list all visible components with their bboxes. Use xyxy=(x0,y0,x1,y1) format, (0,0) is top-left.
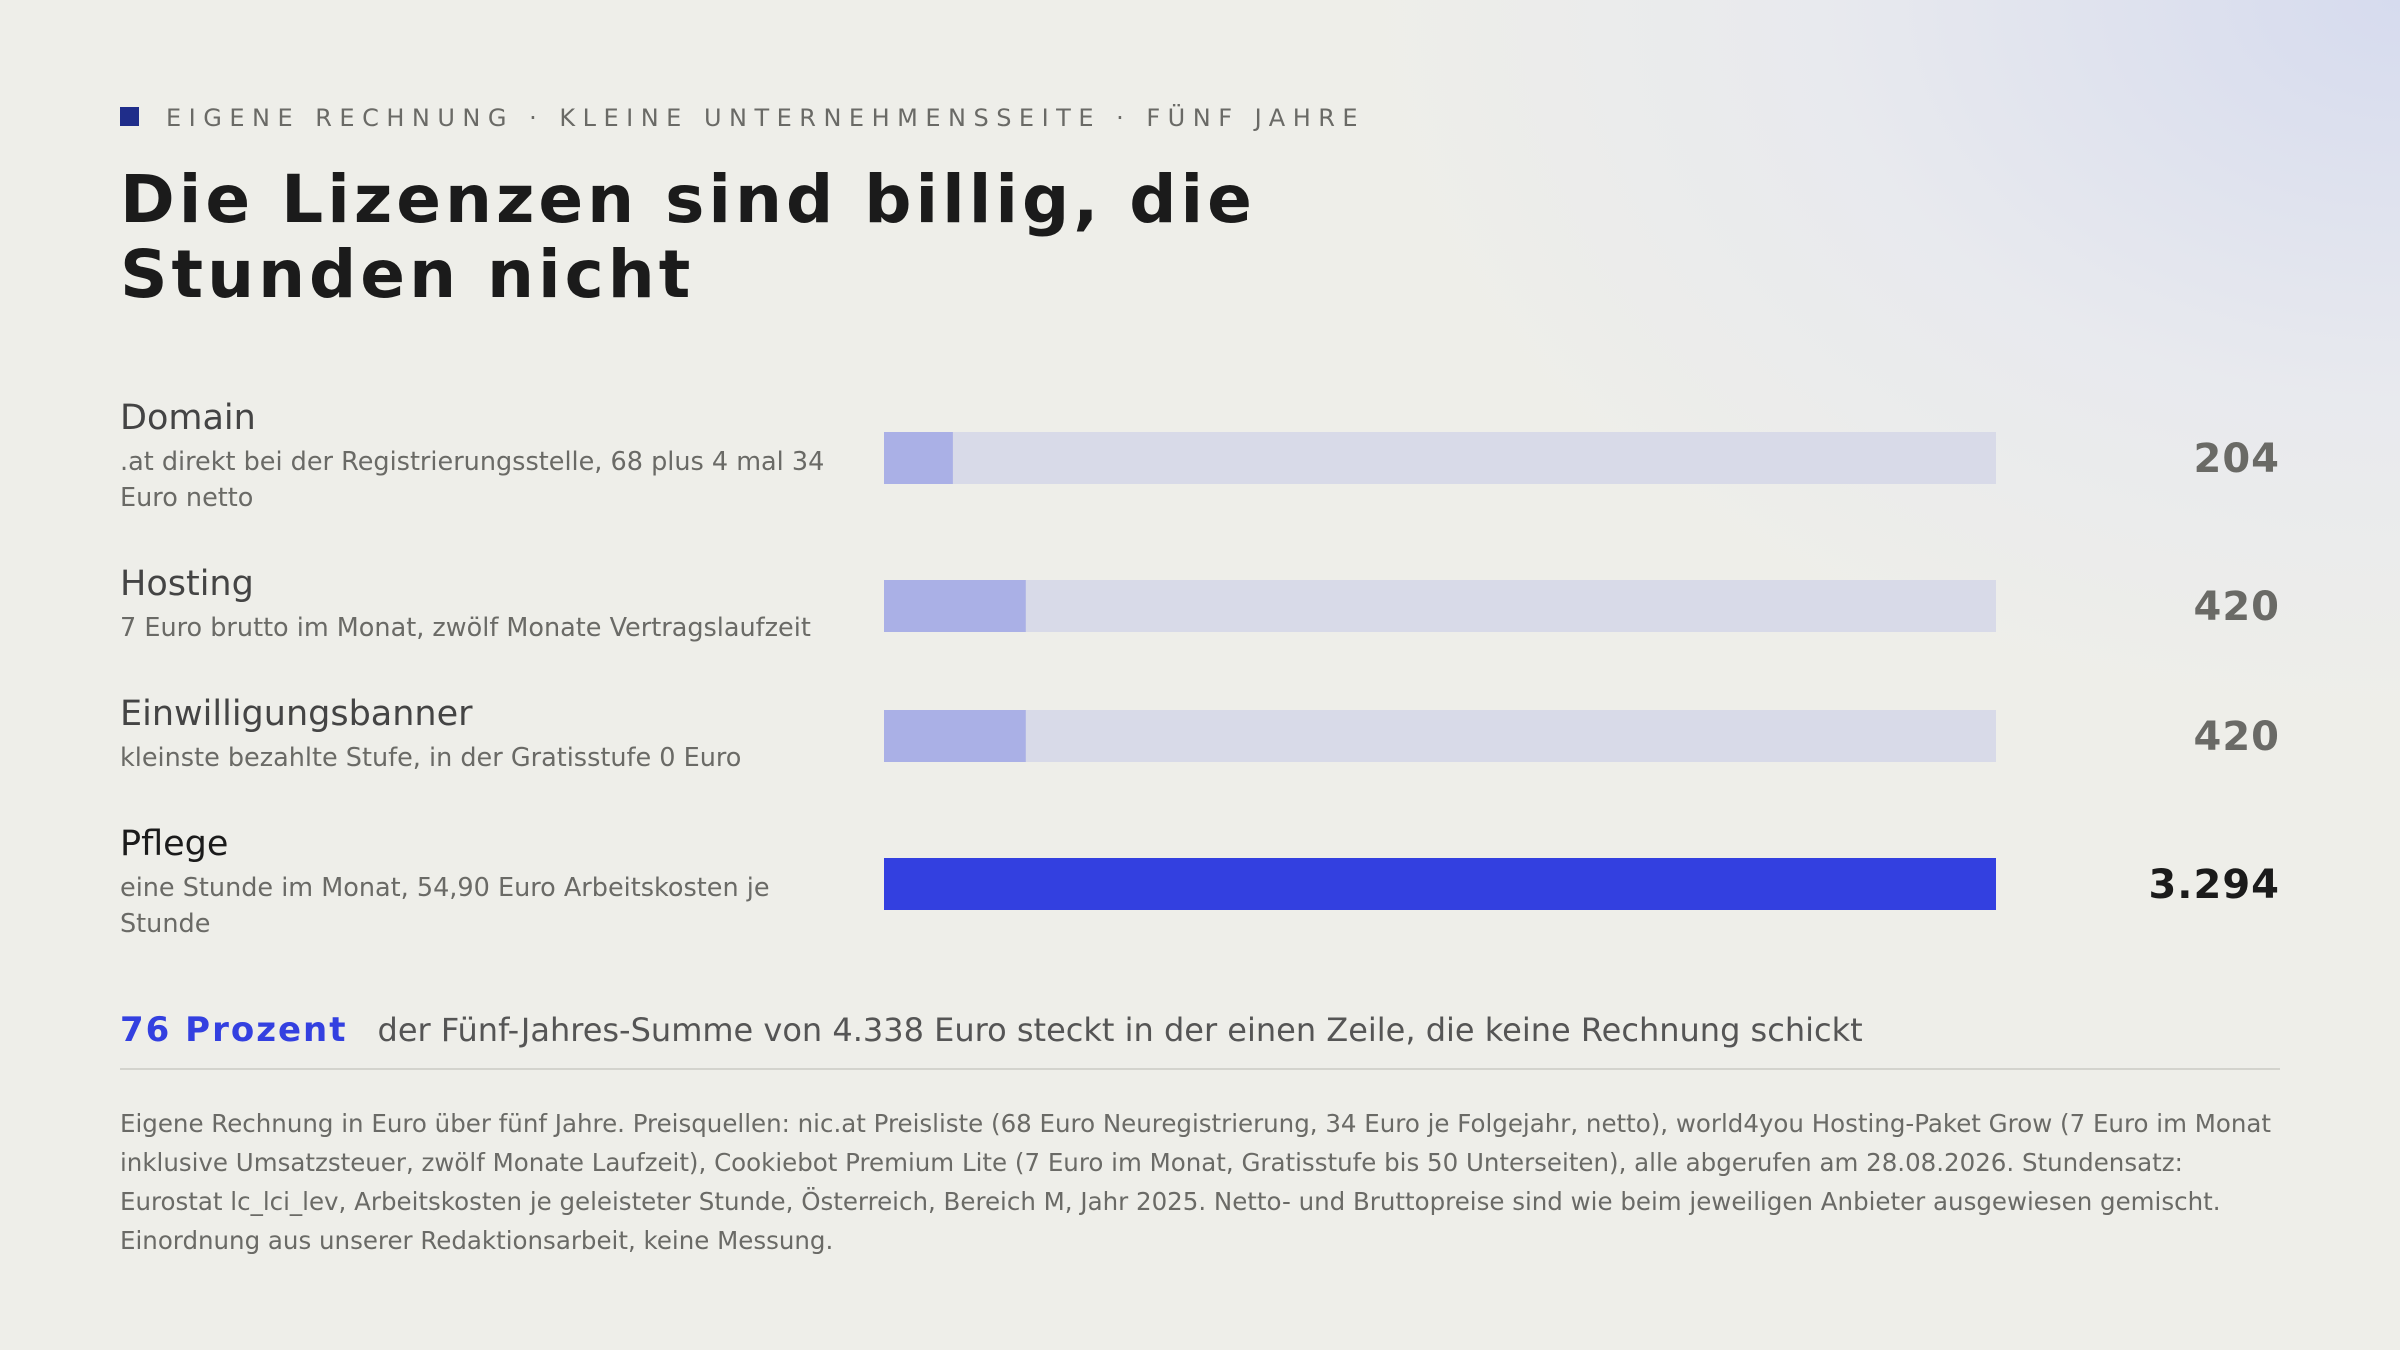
row-subtitle: .at direkt bei der Registrierungsstelle,… xyxy=(120,447,825,513)
row-subtitle: eine Stunde im Monat, 54,90 Euro Arbeits… xyxy=(120,873,770,939)
kicker: EIGENE RECHNUNG · KLEINE UNTERNEHMENSSEI… xyxy=(120,104,1365,132)
kicker-text: EIGENE RECHNUNG · KLEINE UNTERNEHMENSSEI… xyxy=(166,104,1366,132)
bar-einwilligungsbanner xyxy=(884,710,1026,762)
bar-track xyxy=(884,710,1996,762)
row-title: Pflege xyxy=(120,824,229,864)
row-title: Hosting xyxy=(120,564,254,604)
row-title: Domain xyxy=(120,398,256,438)
row-label-hosting: Hosting 7 Euro brutto im Monat, zwölf Mo… xyxy=(120,562,850,646)
highlight-line: 76 Prozent der Fünf-Jahres-Summe von 4.3… xyxy=(120,1010,2280,1050)
row-label-pflege: Pflege eine Stunde im Monat, 54,90 Euro … xyxy=(120,822,850,942)
bar-domain xyxy=(884,432,953,484)
highlight-number: 76 Prozent xyxy=(120,1010,348,1050)
row-label-domain: Domain .at direkt bei der Registrierungs… xyxy=(120,396,850,516)
kicker-square-icon xyxy=(120,106,139,126)
row-title: Einwilligungsbanner xyxy=(120,694,473,734)
bar-pflege xyxy=(884,858,1996,910)
row-subtitle: kleinste bezahlte Stufe, in der Gratisst… xyxy=(120,743,742,773)
row-subtitle: 7 Euro brutto im Monat, zwölf Monate Ver… xyxy=(120,613,811,643)
bar-track xyxy=(884,432,1996,484)
value-label: 420 xyxy=(2194,584,2281,630)
value-label: 420 xyxy=(2194,714,2281,760)
value-label: 3.294 xyxy=(2148,862,2280,908)
page-title: Die Lizenzen sind billig, die Stunden ni… xyxy=(120,161,1256,313)
footnote: Eigene Rechnung in Euro über fünf Jahre.… xyxy=(120,1109,2272,1255)
bar-track xyxy=(884,580,1996,632)
value-label: 204 xyxy=(2194,436,2281,482)
divider xyxy=(120,1068,2280,1070)
bar-hosting xyxy=(884,580,1026,632)
highlight-text: der Fünf-Jahres-Summe von 4.338 Euro ste… xyxy=(377,1011,1863,1049)
row-label-einwilligungsbanner: Einwilligungsbanner kleinste bezahlte St… xyxy=(120,692,850,776)
